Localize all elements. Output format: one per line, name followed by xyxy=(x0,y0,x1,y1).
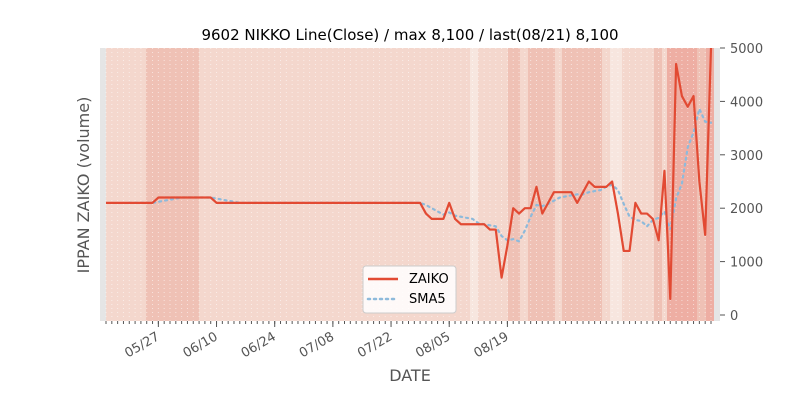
y-tick-label: 4000 xyxy=(730,95,763,110)
background-band xyxy=(706,48,714,321)
background-band xyxy=(478,48,508,321)
x-tick-label: 06/10 xyxy=(181,329,221,361)
background-band xyxy=(654,48,662,321)
background-band xyxy=(610,48,622,321)
background-band xyxy=(508,48,520,321)
x-tick-label: 08/05 xyxy=(413,329,453,361)
y-tick-label: 2000 xyxy=(730,202,763,217)
background-band xyxy=(520,48,528,321)
x-tick-label: 06/24 xyxy=(239,329,279,361)
legend-label-zaiko: ZAIKO xyxy=(409,272,449,287)
background-band xyxy=(106,48,146,321)
background-band xyxy=(697,48,706,321)
y-axis-label: IPPAN ZAIKO (volume) xyxy=(74,97,93,274)
background-band xyxy=(528,48,555,321)
background-band xyxy=(146,48,199,321)
series-layer xyxy=(106,47,713,301)
chart-title: 9602 NIKKO Line(Close) / max 8,100 / las… xyxy=(201,26,618,44)
legend-label-sma5: SMA5 xyxy=(409,292,446,307)
y-tick-label: 0 xyxy=(730,309,738,324)
background-band xyxy=(622,48,654,321)
x-axis: 05/27 06/10 06/24 07/08 07/22 08/05 08/19 xyxy=(105,321,712,361)
y-axis: 0 1000 2000 3000 4000 5000 xyxy=(720,42,763,324)
x-tick-label: 07/08 xyxy=(297,329,337,361)
x-tick-label: 07/22 xyxy=(355,329,395,361)
background-band xyxy=(562,48,602,321)
x-axis-label: DATE xyxy=(389,366,431,385)
y-tick-label: 5000 xyxy=(730,42,763,57)
legend: ZAIKO SMA5 xyxy=(362,265,457,314)
x-tick-label: 05/27 xyxy=(122,329,162,361)
series-line-zaiko xyxy=(106,47,713,301)
x-tick-label: 08/19 xyxy=(471,329,511,361)
background-band xyxy=(470,48,478,321)
background-band xyxy=(555,48,562,321)
y-tick-label: 3000 xyxy=(730,149,763,164)
y-tick-label: 1000 xyxy=(730,256,763,271)
series-line-sma5 xyxy=(128,105,713,243)
